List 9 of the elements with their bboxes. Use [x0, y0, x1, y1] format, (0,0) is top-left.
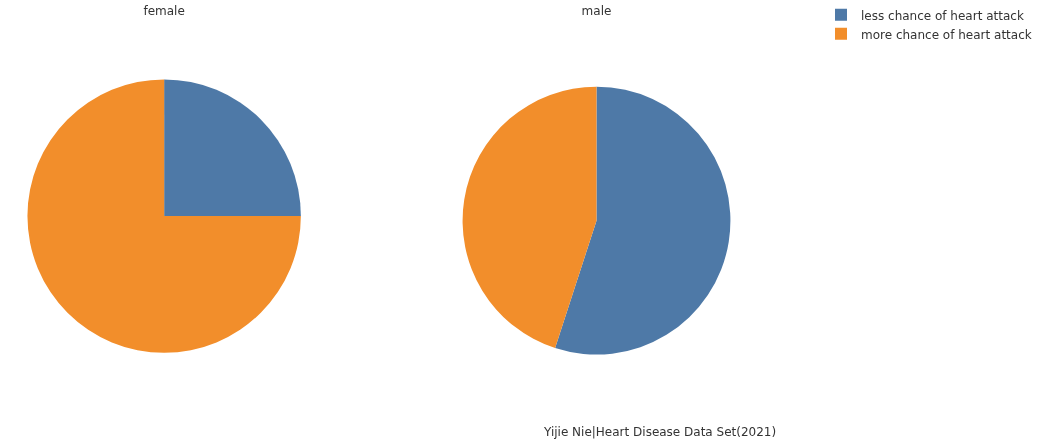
pie-slice	[27, 79, 301, 353]
pie-slice	[164, 79, 301, 217]
legend-label: more chance of heart attack	[861, 27, 1032, 42]
chart-title: male	[581, 4, 612, 19]
chart-title: female	[143, 4, 185, 19]
legend-label: less chance of heart attack	[861, 8, 1024, 23]
pie-slice	[462, 86, 597, 349]
pie-slice	[555, 86, 731, 355]
text: Yijie Nie|Heart Disease Data Set(2021)	[543, 425, 777, 439]
